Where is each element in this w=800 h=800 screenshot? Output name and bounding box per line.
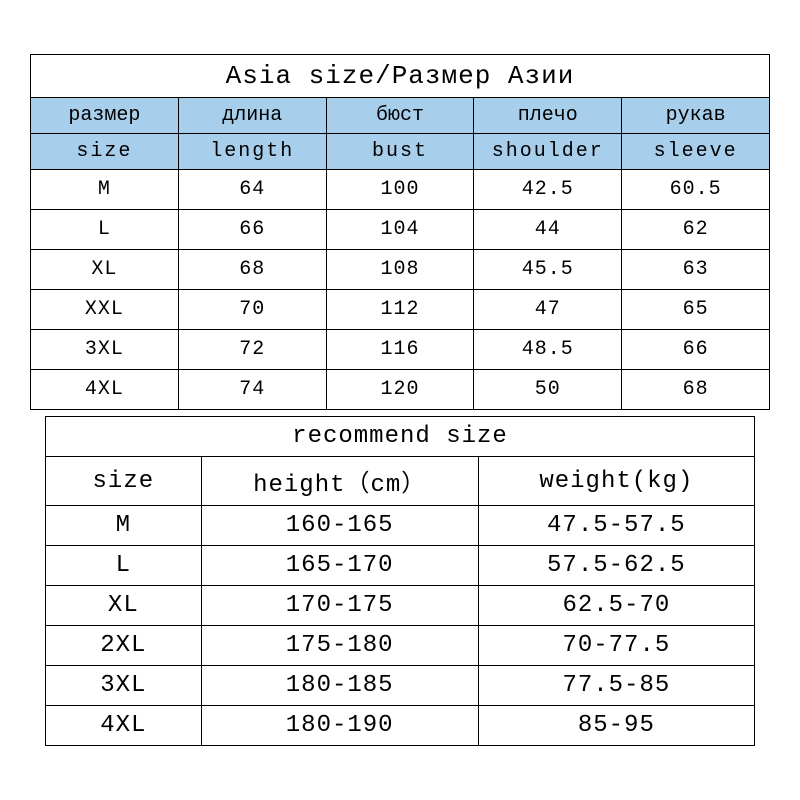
- table-cell: 48.5: [474, 330, 622, 370]
- table-cell: M: [31, 170, 179, 210]
- hdr-ru-shoulder: плечо: [474, 98, 622, 134]
- table-cell: 68: [178, 250, 326, 290]
- table-cell: XL: [31, 250, 179, 290]
- hdr-ru-sleeve: рукав: [622, 98, 770, 134]
- table-cell: 47: [474, 290, 622, 330]
- table-cell: XXL: [31, 290, 179, 330]
- table-cell: 104: [326, 210, 474, 250]
- table-cell: 50: [474, 370, 622, 410]
- hdr-ru-length: длина: [178, 98, 326, 134]
- table-cell: 165-170: [201, 546, 478, 586]
- table-cell: 180-185: [201, 666, 478, 706]
- table-cell: 47.5-57.5: [478, 506, 755, 546]
- hdr-ru-size: размер: [31, 98, 179, 134]
- hdr-height: height（cm）: [201, 457, 478, 506]
- table-cell: 77.5-85: [478, 666, 755, 706]
- table2-title: recommend size: [45, 417, 754, 457]
- recommend-size-table: recommend size size height（cm） weight(kg…: [45, 416, 755, 746]
- table-cell: 85-95: [478, 706, 755, 746]
- hdr-weight: weight(kg): [478, 457, 755, 506]
- table-cell: M: [45, 506, 201, 546]
- table-cell: 3XL: [31, 330, 179, 370]
- table-cell: 66: [178, 210, 326, 250]
- hdr-ru-bust: бюст: [326, 98, 474, 134]
- hdr-en-sleeve: sleeve: [622, 134, 770, 170]
- hdr-size: size: [45, 457, 201, 506]
- table-cell: 112: [326, 290, 474, 330]
- table-cell: 116: [326, 330, 474, 370]
- table-cell: 57.5-62.5: [478, 546, 755, 586]
- table-cell: 63: [622, 250, 770, 290]
- table-cell: 108: [326, 250, 474, 290]
- table-cell: 66: [622, 330, 770, 370]
- table-cell: 70: [178, 290, 326, 330]
- table-cell: 44: [474, 210, 622, 250]
- table-cell: 120: [326, 370, 474, 410]
- table-cell: 100: [326, 170, 474, 210]
- table-cell: 60.5: [622, 170, 770, 210]
- table-cell: 72: [178, 330, 326, 370]
- table-cell: 175-180: [201, 626, 478, 666]
- size-chart-table: Asia size/Размер Азии размер длина бюст …: [30, 54, 770, 410]
- table-cell: L: [45, 546, 201, 586]
- table-cell: 74: [178, 370, 326, 410]
- table-cell: 45.5: [474, 250, 622, 290]
- hdr-en-size: size: [31, 134, 179, 170]
- table-cell: 4XL: [31, 370, 179, 410]
- table-cell: 62.5-70: [478, 586, 755, 626]
- hdr-en-shoulder: shoulder: [474, 134, 622, 170]
- table1-title: Asia size/Размер Азии: [31, 55, 770, 98]
- table-cell: 2XL: [45, 626, 201, 666]
- table-cell: 180-190: [201, 706, 478, 746]
- table-cell: 62: [622, 210, 770, 250]
- hdr-en-bust: bust: [326, 134, 474, 170]
- table-cell: 70-77.5: [478, 626, 755, 666]
- table-cell: 4XL: [45, 706, 201, 746]
- table-cell: 64: [178, 170, 326, 210]
- table-cell: 68: [622, 370, 770, 410]
- table-cell: 160-165: [201, 506, 478, 546]
- table-cell: XL: [45, 586, 201, 626]
- table-cell: L: [31, 210, 179, 250]
- hdr-en-length: length: [178, 134, 326, 170]
- table-cell: 65: [622, 290, 770, 330]
- table-cell: 170-175: [201, 586, 478, 626]
- table-cell: 3XL: [45, 666, 201, 706]
- table-cell: 42.5: [474, 170, 622, 210]
